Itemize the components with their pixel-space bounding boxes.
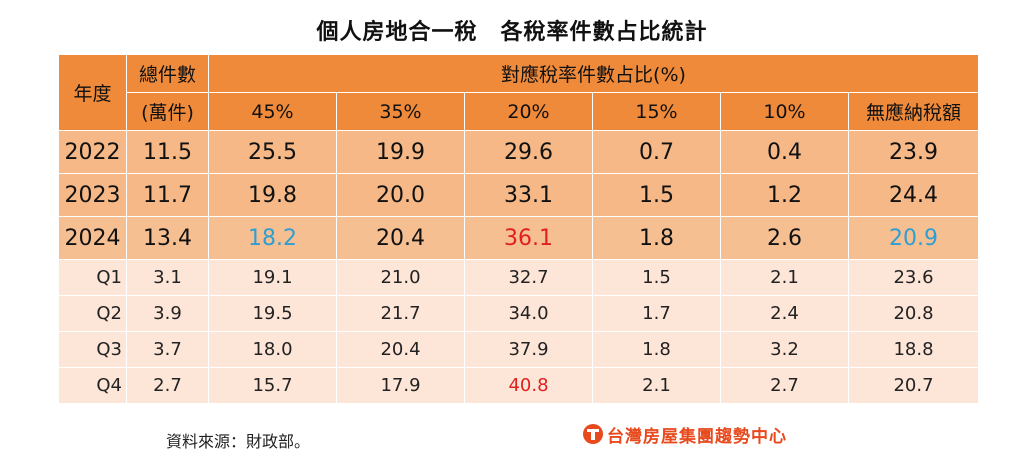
value-cell: 23.9: [848, 130, 979, 174]
value-cell: 29.6: [464, 130, 593, 174]
value-cell: 2.1: [592, 367, 721, 404]
value-cell: 1.8: [592, 216, 721, 260]
header-rate-none: 無應納稅額: [848, 92, 979, 131]
value-cell: 15.7: [208, 367, 337, 404]
value-cell: 20.8: [848, 295, 979, 332]
header-rate-45: 45%: [208, 92, 337, 131]
value-cell: 18.8: [848, 331, 979, 368]
total-cell: 13.4: [126, 216, 209, 260]
value-cell: 1.5: [592, 173, 721, 217]
row-label: Q4: [58, 367, 127, 404]
row-label: 2023: [58, 173, 127, 217]
value-cell: 18.0: [208, 331, 337, 368]
brand-name: 台灣房屋集團趨勢中心: [607, 426, 787, 447]
value-cell-low-highlight: 20.9: [848, 216, 979, 260]
value-cell: 1.5: [592, 259, 721, 296]
value-cell: 1.7: [592, 295, 721, 332]
total-cell: 11.7: [126, 173, 209, 217]
value-cell: 24.4: [848, 173, 979, 217]
value-cell: 25.5: [208, 130, 337, 174]
value-cell: 21.7: [336, 295, 465, 332]
header-total-unit: (萬件): [126, 92, 209, 131]
value-cell: 20.4: [336, 331, 465, 368]
value-cell: 1.8: [592, 331, 721, 368]
value-cell: 0.7: [592, 130, 721, 174]
total-cell: 3.9: [126, 295, 209, 332]
header-rate-20: 20%: [464, 92, 593, 131]
value-cell: 0.4: [720, 130, 849, 174]
value-cell: 1.2: [720, 173, 849, 217]
value-cell: 20.7: [848, 367, 979, 404]
row-label: Q2: [58, 295, 127, 332]
header-rate-group: 對應稅率件數占比(%): [208, 54, 979, 93]
row-label: Q1: [58, 259, 127, 296]
header-year: 年度: [58, 54, 127, 131]
total-cell: 2.7: [126, 367, 209, 404]
value-cell: 2.6: [720, 216, 849, 260]
row-label: Q3: [58, 331, 127, 368]
table-row: Q4 2.7 15.7 17.9 40.8 2.1 2.7 20.7: [58, 367, 979, 404]
value-cell: 17.9: [336, 367, 465, 404]
value-cell: 34.0: [464, 295, 593, 332]
value-cell-high-highlight: 40.8: [464, 367, 593, 404]
row-label: 2024: [58, 216, 127, 260]
value-cell: 32.7: [464, 259, 593, 296]
brand-mark-icon: [583, 424, 603, 444]
value-cell: 3.2: [720, 331, 849, 368]
value-cell: 21.0: [336, 259, 465, 296]
table-row: 2024 13.4 18.2 20.4 36.1 1.8 2.6 20.9: [58, 216, 979, 260]
value-cell: 2.1: [720, 259, 849, 296]
table-row: 2022 11.5 25.5 19.9 29.6 0.7 0.4 23.9: [58, 130, 979, 174]
value-cell: 2.7: [720, 367, 849, 404]
total-cell: 3.7: [126, 331, 209, 368]
tax-rate-table: 年度 總件數 對應稅率件數占比(%) (萬件) 45% 35% 20% 15% …: [58, 54, 979, 404]
value-cell: 19.8: [208, 173, 337, 217]
table-title: 個人房地合一稅 各稅率件數占比統計: [316, 20, 708, 45]
value-cell: 33.1: [464, 173, 593, 217]
source-note: 資料來源：財政部。: [166, 432, 311, 451]
value-cell: 19.5: [208, 295, 337, 332]
value-cell: 23.6: [848, 259, 979, 296]
table-row: Q3 3.7 18.0 20.4 37.9 1.8 3.2 18.8: [58, 331, 979, 368]
brand-logo: 台灣房屋集團趨勢中心: [583, 422, 787, 447]
value-cell: 37.9: [464, 331, 593, 368]
header-total: 總件數: [126, 54, 209, 93]
total-cell: 11.5: [126, 130, 209, 174]
table-row: Q2 3.9 19.5 21.7 34.0 1.7 2.4 20.8: [58, 295, 979, 332]
value-cell: 20.0: [336, 173, 465, 217]
header-rate-35: 35%: [336, 92, 465, 131]
header-rate-10: 10%: [720, 92, 849, 131]
header-rate-15: 15%: [592, 92, 721, 131]
row-label: 2022: [58, 130, 127, 174]
value-cell: 19.1: [208, 259, 337, 296]
value-cell-high-highlight: 36.1: [464, 216, 593, 260]
value-cell: 2.4: [720, 295, 849, 332]
total-cell: 3.1: [126, 259, 209, 296]
value-cell-low-highlight: 18.2: [208, 216, 337, 260]
table-row: 2023 11.7 19.8 20.0 33.1 1.5 1.2 24.4: [58, 173, 979, 217]
value-cell: 19.9: [336, 130, 465, 174]
value-cell: 20.4: [336, 216, 465, 260]
table-row: Q1 3.1 19.1 21.0 32.7 1.5 2.1 23.6: [58, 259, 979, 296]
